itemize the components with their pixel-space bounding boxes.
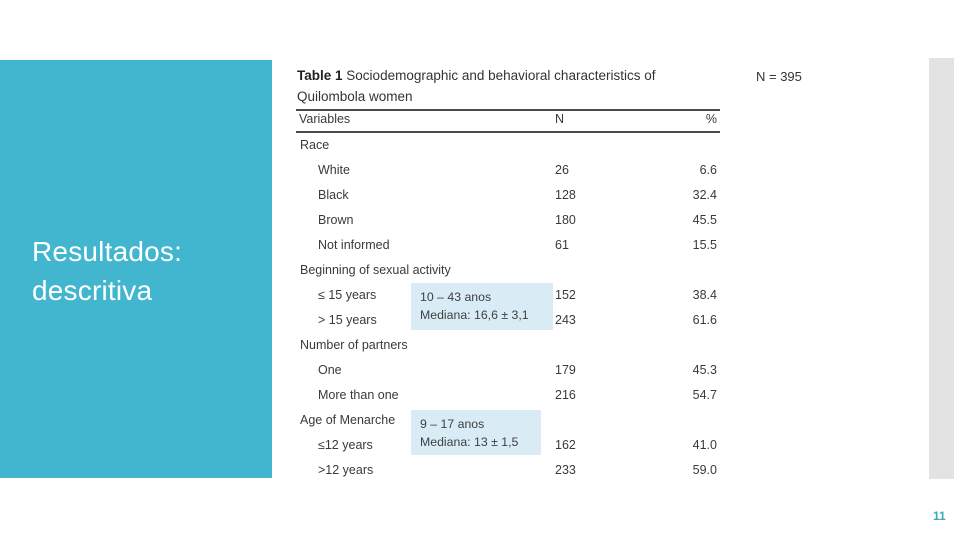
sample-size-label: N = 395	[756, 69, 802, 84]
table-row: Brown 180 45.5	[285, 208, 735, 233]
table-row: > 15 years 243 61.6	[285, 308, 735, 333]
title-panel: Resultados: descritiva	[0, 60, 272, 478]
row-label: Brown	[318, 213, 354, 227]
page-number: 11	[933, 509, 946, 523]
next-slide-edge	[929, 58, 954, 479]
row-percent-value: 6.6	[699, 163, 717, 177]
table-rule-header	[296, 131, 720, 133]
row-n-value: 179	[555, 363, 576, 377]
row-label: More than one	[318, 388, 399, 402]
row-label: Black	[318, 188, 349, 202]
row-label: Beginning of sexual activity	[300, 263, 451, 277]
annotation-menarche: 9 – 17 anos Mediana: 13 ± 1,5	[411, 410, 541, 455]
table-body: Race White 26 6.6 Black 128 32.4 Brown 180 45.5 No…	[285, 133, 735, 483]
row-percent-value: 54.7	[692, 388, 717, 402]
table-title-label: Table 1	[297, 68, 343, 83]
row-n-value: 216	[555, 388, 576, 402]
annotation-line: 9 – 17 anos	[420, 417, 485, 431]
table-row: ≤ 15 years 152 38.4	[285, 283, 735, 308]
column-header-n: N	[555, 112, 565, 126]
table-title: Table 1 Sociodemographic and behavioral …	[297, 65, 717, 107]
table-row: White 26 6.6	[285, 158, 735, 183]
annotation-sexual-activity: 10 – 43 anos Mediana: 16,6 ± 3,1	[411, 283, 553, 330]
row-percent-value: 59.0	[692, 463, 717, 477]
row-label: One	[318, 363, 342, 377]
table-title-line1: Sociodemographic and behavioral characte…	[346, 68, 656, 83]
row-percent-value: 45.5	[692, 213, 717, 227]
table-row: More than one 216 54.7	[285, 383, 735, 408]
row-label: Race	[300, 138, 330, 152]
row-n-value: 162	[555, 438, 576, 452]
row-percent-value: 15.5	[692, 238, 717, 252]
row-label: White	[318, 163, 350, 177]
row-label: Not informed	[318, 238, 390, 252]
column-header-percent: %	[705, 112, 717, 126]
row-percent-value: 32.4	[692, 188, 717, 202]
table-row: Black 128 32.4	[285, 183, 735, 208]
row-label: Age of Menarche	[300, 413, 396, 427]
table-row: One 179 45.3	[285, 358, 735, 383]
row-n-value: 61	[555, 238, 569, 252]
table-row: Number of partners	[285, 333, 735, 358]
row-label: ≤12 years	[318, 438, 373, 452]
row-label: >12 years	[318, 463, 374, 477]
row-percent-value: 38.4	[692, 288, 717, 302]
annotation-line: 10 – 43 anos	[420, 290, 492, 304]
slide-title: Resultados: descritiva	[32, 236, 183, 306]
column-header-variables: Variables	[299, 112, 351, 126]
table-header: Variables N %	[285, 112, 735, 132]
annotation-line: Mediana: 16,6 ± 3,1	[420, 308, 529, 322]
row-n-value: 152	[555, 288, 576, 302]
table-row: >12 years 233 59.0	[285, 458, 735, 483]
row-percent-value: 41.0	[692, 438, 717, 452]
table-row: ≤12 years 162 41.0	[285, 433, 735, 458]
row-n-value: 233	[555, 463, 576, 477]
table-rule-top	[296, 109, 720, 111]
row-percent-value: 45.3	[692, 363, 717, 377]
row-label: ≤ 15 years	[318, 288, 377, 302]
table-row: Race	[285, 133, 735, 158]
row-n-value: 180	[555, 213, 576, 227]
table-row: Not informed 61 15.5	[285, 233, 735, 258]
row-n-value: 26	[555, 163, 569, 177]
table-title-line2: Quilombola women	[297, 89, 413, 104]
annotation-line: Mediana: 13 ± 1,5	[420, 435, 519, 449]
row-label: > 15 years	[318, 313, 377, 327]
row-label: Number of partners	[300, 338, 408, 352]
table-row: Age of Menarche	[285, 408, 735, 433]
row-n-value: 128	[555, 188, 576, 202]
table-row: Beginning of sexual activity	[285, 258, 735, 283]
row-percent-value: 61.6	[692, 313, 717, 327]
row-n-value: 243	[555, 313, 576, 327]
